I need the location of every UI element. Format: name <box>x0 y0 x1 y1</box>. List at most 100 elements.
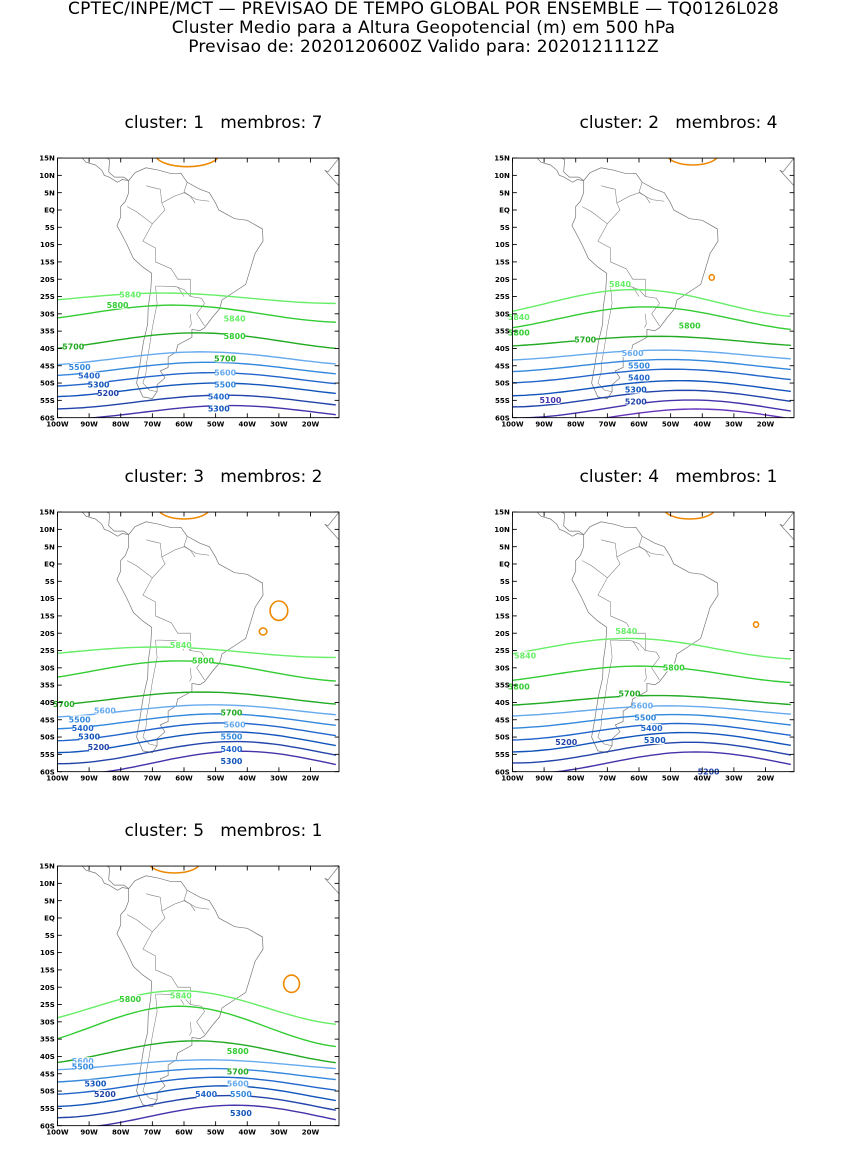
lat-tick-label: 5N <box>499 542 510 551</box>
country-border <box>145 893 163 912</box>
contour-line-5400 <box>57 722 336 742</box>
lat-tick-label: 30S <box>40 1017 55 1026</box>
contour-line-5840 <box>57 292 336 305</box>
contour-label: 5500 <box>72 1062 94 1071</box>
lat-tick-label: 10N <box>39 879 55 888</box>
contour-line-5840 <box>512 288 791 318</box>
lon-tick-label: 100W <box>501 419 524 428</box>
lat-tick-label: 15N <box>494 154 510 163</box>
central-america-coastline <box>81 158 129 183</box>
country-border <box>152 192 210 225</box>
cluster-label: cluster: <box>124 467 188 487</box>
lon-tick-label: 60W <box>175 1127 193 1136</box>
lat-tick-label: 15S <box>40 612 55 621</box>
lat-tick-label: 45S <box>495 715 510 724</box>
contour-label-bg <box>632 701 652 710</box>
members-count: 4 <box>766 113 778 133</box>
lon-tick-label: 40W <box>239 419 257 428</box>
contour-label: 5800 <box>227 1047 249 1056</box>
contour-label-bg <box>73 724 93 732</box>
lon-tick-label: 70W <box>599 773 617 782</box>
cluster-number: 5 <box>193 821 205 841</box>
contour-label: 5500 <box>230 1090 252 1099</box>
country-border <box>145 185 163 204</box>
contour-label-bg <box>224 331 245 340</box>
lat-tick-label: 60S <box>40 767 55 776</box>
members-count: 1 <box>311 821 323 841</box>
contour-label-bg <box>231 1090 251 1099</box>
lat-tick-label: 25S <box>495 292 510 301</box>
lat-tick-label: 5N <box>44 188 55 197</box>
lat-tick-label: 15S <box>495 258 510 267</box>
contour-label: 5500 <box>69 715 91 724</box>
lon-tick-label: 50W <box>207 419 225 428</box>
lat-tick-label: 15N <box>39 862 55 871</box>
cluster-panel-3: cluster: 3 membros: 2 5840 5800 5700 5700 560… <box>39 467 384 789</box>
contour-label: 5500 <box>214 380 236 389</box>
country-border <box>644 313 647 328</box>
lat-tick-label: 60S <box>495 767 510 776</box>
country-border <box>610 639 646 651</box>
contour-label: 5300 <box>230 1109 252 1118</box>
contour-label-bg <box>575 335 595 344</box>
country-border <box>600 539 618 558</box>
contour-label-bg <box>635 713 655 722</box>
lon-tick-label: 90W <box>80 773 98 782</box>
contour-label-bg <box>193 656 213 665</box>
lat-tick-label: 60S <box>40 1121 55 1130</box>
lat-tick-label: 20S <box>495 275 510 284</box>
lon-tick-label: 30W <box>270 773 288 782</box>
lon-tick-label: 60W <box>175 773 193 782</box>
lat-tick-label: 10S <box>495 240 510 249</box>
geopotential-map: 5840 5840 5800 5800 5700 5600 5500 5400 5300 5200… <box>494 154 795 428</box>
contour-label: 5840 <box>514 651 536 660</box>
lat-tick-label: 25S <box>40 292 55 301</box>
country-border <box>607 192 665 225</box>
contour-label: 5800 <box>224 332 246 341</box>
contour-line-5100 <box>551 751 791 772</box>
cluster-panel-1: cluster: 1 membros: 7 5840 5840 5800 5800 570… <box>39 113 384 435</box>
central-america-coastline <box>536 512 584 537</box>
contour-label-bg <box>623 349 643 358</box>
lat-tick-label: EQ <box>499 206 510 215</box>
lat-tick-label: 55S <box>495 396 510 405</box>
contour-label-bg <box>98 389 118 397</box>
contour-label-bg <box>616 627 636 635</box>
contour-label: 5200 <box>625 398 647 407</box>
lat-tick-label: 30S <box>40 309 55 318</box>
country-border <box>632 286 640 297</box>
contour-line-5500 <box>512 358 791 373</box>
high-contour <box>258 627 268 636</box>
contour-label-bg <box>88 743 109 751</box>
map-frame <box>512 511 795 773</box>
contour-line-5800 <box>512 665 791 684</box>
lon-tick-label: 70W <box>144 773 162 782</box>
lat-tick-label: 10N <box>39 171 55 180</box>
contour-label: 5800 <box>663 663 685 672</box>
contour-label: 5200 <box>94 1090 116 1099</box>
lon-tick-label: 80W <box>567 419 585 428</box>
contour-line-5700 <box>512 694 791 706</box>
lon-tick-label: 30W <box>270 1127 288 1136</box>
contour-label: 5840 <box>609 280 631 289</box>
contour-line-5840 <box>57 646 336 659</box>
contour-label-bg <box>95 706 115 715</box>
contour-line-5300 <box>512 731 791 753</box>
members-label: membros: <box>220 467 307 487</box>
contour-label-bg <box>228 1067 248 1076</box>
contour-label: 5800 <box>679 322 701 331</box>
contour-label-bg <box>664 663 684 672</box>
lon-tick-label: 40W <box>239 773 257 782</box>
lon-tick-label: 70W <box>144 419 162 428</box>
contour-label: 5840 <box>170 991 192 1000</box>
lat-tick-label: 5S <box>45 577 55 586</box>
contour-label: 5200 <box>555 738 577 747</box>
country-border <box>581 206 660 327</box>
contour-line-5840 <box>57 989 336 1025</box>
high-contour <box>664 512 715 520</box>
lat-tick-label: 25S <box>40 1000 55 1009</box>
contour-label: 5700 <box>214 354 236 363</box>
south-america-coastline <box>571 521 719 754</box>
contour-label-bg <box>231 1109 251 1118</box>
contour-label: 5600 <box>631 702 653 711</box>
